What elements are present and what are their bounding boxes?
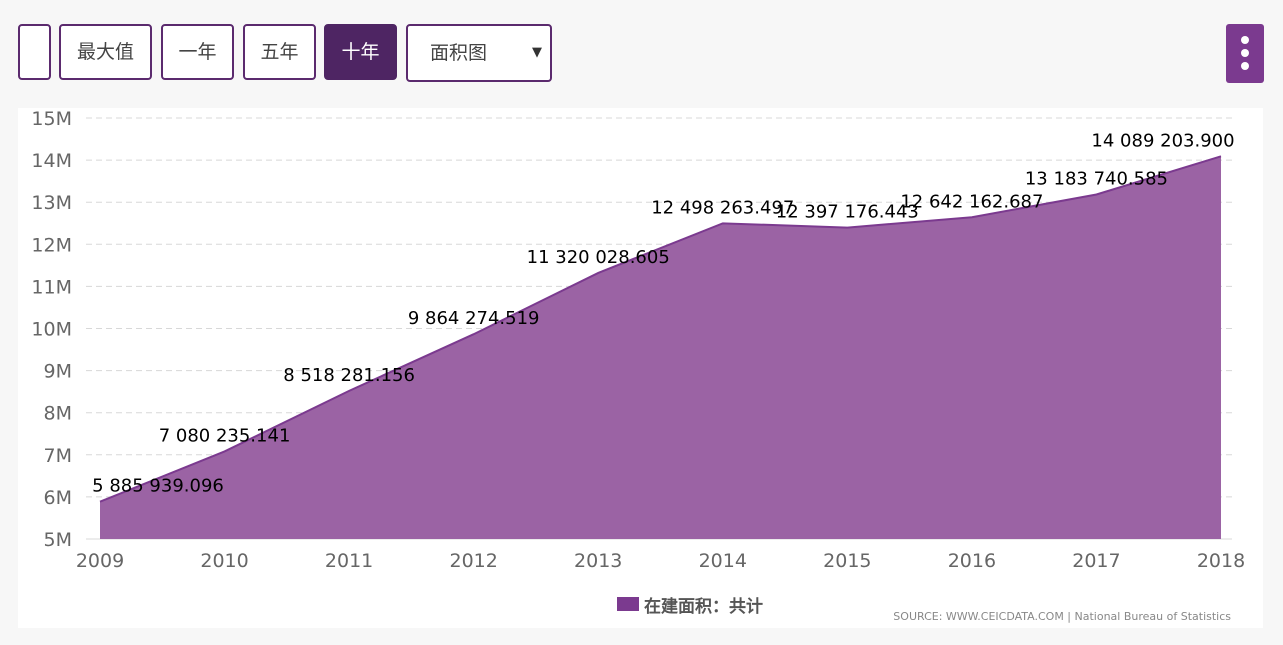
x-tick-label: 2017 — [1072, 550, 1120, 572]
chart-toolbar: 最大值 一年 五年 十年 面积图 ▼ — [0, 0, 1283, 100]
x-tick-label: 2014 — [699, 550, 747, 572]
x-tick-label: 2018 — [1197, 550, 1245, 572]
data-label: 14 089 203.900 — [1091, 130, 1234, 151]
blank-button[interactable] — [18, 24, 51, 80]
legend-swatch — [617, 597, 639, 611]
data-label: 7 080 235.141 — [159, 425, 291, 446]
x-tick-label: 2016 — [948, 550, 996, 572]
x-tick-label: 2012 — [449, 550, 497, 572]
chevron-down-icon: ▼ — [532, 45, 542, 60]
data-label: 5 885 939.096 — [92, 476, 224, 497]
more-menu-button[interactable] — [1226, 24, 1264, 83]
x-tick-label: 2009 — [76, 550, 124, 572]
data-labels: 5 885 939.096 7 080 235.141 8 518 281.156 9… — [92, 130, 1234, 496]
legend[interactable]: 在建面积：共计 — [617, 594, 763, 617]
source-credit: SOURCE: WWW.CEICDATA.COM | National Bure… — [893, 610, 1231, 623]
y-tick-label: 8M — [44, 403, 72, 425]
kebab-icon — [1241, 36, 1249, 44]
chart-type-value: 面积图 — [430, 42, 488, 64]
x-tick-label: 2010 — [200, 550, 248, 572]
y-axis: 5M 6M 7M 8M 9M 10M 11M 12M 13M 14M 15M — [31, 108, 72, 551]
x-tick-label: 2013 — [574, 550, 622, 572]
data-label: 9 864 274.519 — [408, 308, 540, 329]
y-tick-label: 13M — [31, 192, 72, 214]
x-tick-label: 2011 — [325, 550, 373, 572]
range-10y-button[interactable]: 十年 — [324, 24, 397, 80]
data-label: 12 397 176.443 — [776, 202, 919, 223]
range-max-button[interactable]: 最大值 — [59, 24, 152, 80]
chart-type-select[interactable]: 面积图 ▼ — [406, 24, 552, 82]
y-tick-label: 10M — [31, 319, 72, 341]
y-tick-label: 6M — [44, 487, 72, 509]
data-label: 12 642 162.687 — [900, 191, 1043, 212]
y-tick-label: 14M — [31, 150, 72, 172]
series-line — [99, 155, 1222, 503]
y-tick-label: 5M — [44, 529, 72, 551]
series-area — [99, 155, 1222, 539]
range-1y-button[interactable]: 一年 — [161, 24, 234, 80]
data-label: 12 498 263.497 — [651, 197, 794, 218]
area-fill — [100, 156, 1221, 539]
data-label: 11 320 028.605 — [527, 247, 670, 268]
legend-label: 在建面积：共计 — [644, 596, 763, 617]
y-tick-label: 12M — [31, 234, 72, 256]
y-tick-label: 7M — [44, 445, 72, 467]
y-tick-label: 15M — [31, 108, 72, 130]
y-tick-label: 11M — [31, 276, 72, 298]
y-tick-label: 9M — [44, 361, 72, 383]
data-label: 13 183 740.585 — [1025, 168, 1168, 189]
x-axis: 2009 2010 2011 2012 2013 2014 2015 2016 2017 2018 — [76, 550, 1245, 572]
data-label: 8 518 281.156 — [283, 365, 415, 386]
x-tick-label: 2015 — [823, 550, 871, 572]
range-5y-button[interactable]: 五年 — [243, 24, 316, 80]
